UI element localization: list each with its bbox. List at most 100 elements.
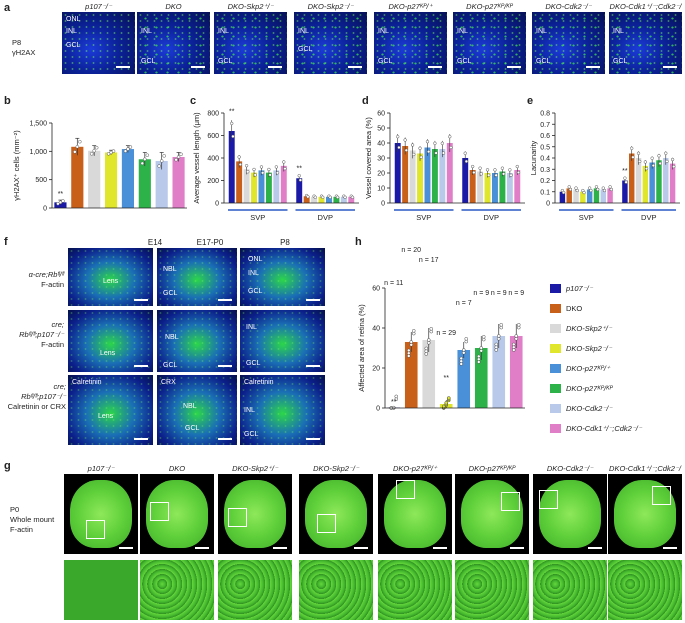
bar (446, 143, 453, 203)
f-row1-stain: F-actin (41, 280, 64, 289)
data-point (237, 155, 241, 159)
bar (439, 149, 446, 203)
bar (457, 350, 471, 408)
wholemount-zoom-6 (533, 560, 607, 620)
data-point (126, 147, 130, 151)
group-label: SVP (250, 213, 265, 222)
scale-bar (191, 66, 205, 68)
bar (506, 173, 513, 203)
data-point (244, 164, 249, 168)
legend-swatch (550, 384, 561, 393)
wholemount-5 (455, 474, 529, 554)
data-point (442, 404, 446, 409)
chart-e: 0 0.1 0.2 0.3 0.4 0.5 0.6 0.7 0.8 SVP DVP ** Lacunar… (529, 111, 680, 222)
data-point (259, 165, 264, 169)
data-point (261, 171, 265, 175)
data-point (268, 173, 272, 177)
data-point (623, 176, 627, 180)
wholemount-zoom-0 (64, 560, 138, 620)
row-label-age: P8 (12, 38, 22, 47)
data-point (394, 394, 398, 399)
bar (586, 189, 593, 203)
row-label-stain: γH2AX (12, 48, 36, 57)
scale-bar (119, 547, 133, 549)
data-point (575, 188, 579, 193)
y-tick-label: 60 (377, 111, 385, 118)
micrograph-f-r2-c1: CRX NBL GCL (157, 375, 237, 445)
bar (656, 160, 662, 203)
data-point (516, 170, 521, 175)
layer-label: GCL (163, 290, 178, 297)
data-point (643, 160, 647, 164)
layer-label: INL (244, 407, 255, 414)
scale-bar (273, 547, 287, 549)
micrograph-a-title: DKO (165, 2, 182, 11)
data-point (657, 154, 661, 158)
data-point (479, 346, 483, 350)
bar (340, 196, 347, 203)
data-point (515, 164, 519, 169)
scale-bar (348, 66, 362, 68)
legend-swatch (550, 364, 561, 373)
data-point (429, 329, 433, 334)
data-point (517, 323, 521, 327)
layer-label: GCL (457, 58, 472, 65)
bar (121, 149, 135, 208)
f-col-e17: E17-P0 (196, 238, 224, 247)
data-point (494, 342, 498, 347)
layer-label: INL (457, 28, 468, 35)
bar (566, 188, 572, 203)
scale-bar (134, 438, 148, 440)
data-point (463, 151, 467, 155)
data-point (477, 354, 481, 359)
data-point (321, 195, 325, 199)
data-point (630, 146, 634, 150)
panel-label-h: h (355, 236, 362, 248)
data-point (123, 149, 128, 153)
scale-bar (306, 299, 320, 301)
n-label: n = 9 (508, 290, 524, 297)
wholemount-4 (378, 474, 452, 554)
data-point (500, 166, 505, 170)
panel-label-a: a (4, 2, 11, 14)
legend-label: DKO-Skp2⁺/⁻ (566, 324, 612, 333)
n-label: n = 20 (401, 247, 421, 254)
data-point (494, 345, 498, 349)
micrograph-a-title: DKO-Skp2⁺/⁻ (227, 2, 274, 11)
layer-label: GCL (536, 58, 551, 65)
wholemount-zoom-5 (455, 560, 529, 620)
bar (296, 178, 303, 203)
scale-bar (116, 66, 130, 68)
data-point (449, 145, 453, 150)
bar (499, 171, 506, 203)
wholemount-title: DKO (168, 464, 186, 473)
bar (409, 150, 416, 203)
micrograph-a-title: DKO-Cdk2⁻/⁻ (545, 2, 592, 11)
panel-label-d: d (362, 95, 369, 107)
layer-label: GCL (298, 46, 313, 53)
bar (424, 147, 431, 203)
data-point (459, 356, 463, 361)
bar (635, 158, 642, 203)
data-point (459, 359, 463, 363)
legend-swatch (550, 324, 561, 333)
data-point (298, 178, 303, 182)
y-tick-label: 0 (43, 206, 47, 213)
wholemount-title: DKO-p27ᴷᴾ/⁺ (393, 464, 437, 473)
data-point (424, 352, 428, 356)
y-tick-label: 0.3 (540, 167, 550, 174)
y-tick-label: 20 (372, 366, 380, 373)
zoom-region-box (396, 480, 415, 499)
scale-bar (586, 66, 600, 68)
data-point (404, 148, 409, 152)
wholemount-zoom-2 (218, 560, 292, 620)
significance-label: ** (444, 375, 450, 382)
bar (325, 196, 332, 203)
data-point (159, 159, 164, 163)
panel-label-e: e (527, 95, 534, 107)
scale-bar (134, 365, 148, 367)
bar (273, 170, 280, 203)
bar (417, 153, 424, 203)
data-point (441, 151, 446, 155)
y-tick-label: 0.1 (540, 189, 550, 196)
